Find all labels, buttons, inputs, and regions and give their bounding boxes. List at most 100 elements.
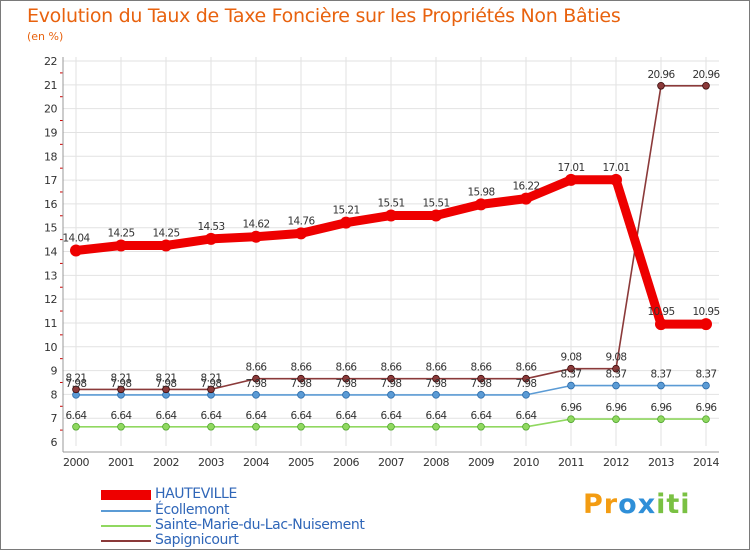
y-tick-label: 22 bbox=[44, 55, 57, 68]
data-point bbox=[117, 422, 125, 431]
data-point bbox=[522, 374, 530, 383]
x-tick-label: 2002 bbox=[153, 456, 179, 469]
data-point bbox=[702, 415, 710, 423]
chart-title: Evolution du Taux de Taxe Foncière sur l… bbox=[27, 5, 621, 27]
x-tick-label: 2006 bbox=[333, 456, 359, 469]
data-point bbox=[162, 422, 170, 431]
logo-letter: x bbox=[637, 489, 657, 520]
data-label: 14.53 bbox=[197, 221, 224, 233]
x-tick-label: 2012 bbox=[603, 456, 629, 469]
x-tick-label: 2008 bbox=[423, 456, 449, 469]
data-label: 6.64 bbox=[66, 410, 88, 422]
data-label: 8.21 bbox=[201, 372, 222, 384]
data-label: 8.37 bbox=[651, 369, 672, 381]
data-label: 7.98 bbox=[381, 378, 402, 390]
data-label: 6.64 bbox=[246, 410, 268, 422]
data-point bbox=[70, 244, 82, 257]
data-point bbox=[252, 374, 260, 383]
data-label: 7.98 bbox=[516, 378, 537, 390]
legend-swatch bbox=[101, 525, 151, 527]
legend-label: Sainte-Marie-du-Lac-Nuisement bbox=[155, 517, 365, 533]
data-point bbox=[432, 374, 440, 383]
legend-label: HAUTEVILLE bbox=[155, 486, 237, 502]
data-label: 14.25 bbox=[152, 228, 179, 240]
legend-label: Sapignicourt bbox=[155, 532, 239, 548]
x-tick-label: 2014 bbox=[693, 456, 719, 469]
legend-swatch bbox=[101, 510, 151, 512]
data-label: 7.98 bbox=[156, 378, 177, 390]
data-point bbox=[567, 415, 575, 423]
data-label: 10.95 bbox=[647, 306, 674, 318]
legend-label: Écollemont bbox=[155, 502, 230, 518]
data-point bbox=[565, 173, 577, 186]
data-label: 8.21 bbox=[156, 372, 177, 384]
data-label: 8.66 bbox=[291, 362, 313, 374]
logo-letter: r bbox=[603, 489, 619, 520]
data-label: 6.96 bbox=[606, 402, 628, 414]
data-label: 8.37 bbox=[561, 369, 582, 381]
data-point bbox=[342, 422, 350, 431]
data-point bbox=[115, 239, 127, 252]
data-label: 20.96 bbox=[692, 69, 720, 81]
data-point bbox=[297, 374, 305, 383]
data-point bbox=[342, 391, 350, 399]
data-label: 8.37 bbox=[606, 369, 627, 381]
data-point bbox=[297, 422, 305, 431]
data-point bbox=[430, 209, 442, 222]
data-label: 8.21 bbox=[66, 372, 87, 384]
data-point bbox=[657, 381, 665, 390]
data-point bbox=[700, 318, 712, 331]
x-tick-label: 2010 bbox=[513, 456, 539, 469]
data-label: 14.04 bbox=[62, 233, 90, 245]
data-point bbox=[655, 318, 667, 331]
data-point bbox=[385, 209, 397, 222]
data-point bbox=[72, 422, 80, 431]
y-tick-label: 9 bbox=[51, 365, 58, 378]
data-point bbox=[207, 385, 215, 394]
data-label: 8.21 bbox=[111, 372, 132, 384]
data-point bbox=[342, 374, 350, 383]
y-tick-label: 12 bbox=[44, 293, 57, 306]
data-point bbox=[252, 422, 260, 431]
x-tick-label: 2009 bbox=[468, 456, 494, 469]
logo-letter: i bbox=[680, 489, 691, 520]
data-label: 17.01 bbox=[602, 162, 629, 174]
x-tick-label: 2003 bbox=[198, 456, 224, 469]
y-tick-label: 7 bbox=[51, 412, 58, 425]
data-point bbox=[657, 415, 665, 423]
legend-swatch bbox=[101, 490, 151, 500]
proxiti-logo: Proxiti bbox=[583, 489, 691, 520]
data-point bbox=[72, 385, 80, 394]
data-label: 8.37 bbox=[696, 369, 717, 381]
data-label: 6.96 bbox=[561, 402, 583, 414]
x-tick-label: 2001 bbox=[108, 456, 134, 469]
data-point bbox=[657, 81, 665, 90]
data-point bbox=[205, 232, 217, 245]
logo-letter: i bbox=[656, 489, 667, 520]
axes: 6 7 8 9 10 11 12 13 14 15 16 17 18 19 20 21 22 2000 2001 20… bbox=[44, 55, 720, 469]
data-point bbox=[612, 415, 620, 423]
data-label: 6.64 bbox=[471, 410, 493, 422]
data-label: 9.08 bbox=[561, 352, 582, 364]
data-point bbox=[520, 192, 532, 205]
data-label: 6.96 bbox=[651, 402, 673, 414]
y-tick-label: 20 bbox=[44, 103, 57, 116]
data-point bbox=[432, 391, 440, 399]
data-label: 14.25 bbox=[107, 228, 134, 240]
data-points bbox=[70, 81, 712, 431]
data-label: 7.98 bbox=[66, 378, 87, 390]
logo-letter: o bbox=[618, 489, 638, 520]
data-point bbox=[522, 391, 530, 399]
data-label: 6.96 bbox=[696, 402, 718, 414]
y-tick-label: 10 bbox=[44, 341, 57, 354]
data-label: 10.95 bbox=[692, 306, 719, 318]
logo-letter: t bbox=[666, 489, 681, 520]
data-point bbox=[340, 216, 352, 229]
data-point bbox=[387, 422, 395, 431]
data-point bbox=[387, 374, 395, 383]
data-label: 15.51 bbox=[422, 198, 449, 210]
gridlines bbox=[63, 57, 719, 446]
data-labels: 6.64 6.64 6.64 6.64 6.64 6.64 6.64 6.64 6.64 6.64… bbox=[62, 69, 721, 422]
